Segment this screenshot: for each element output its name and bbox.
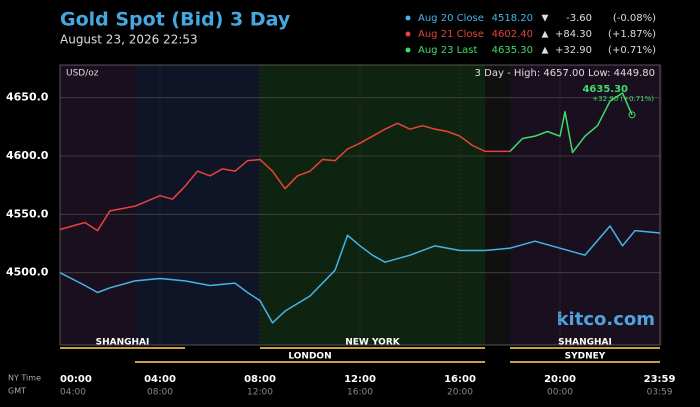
legend-pct: (+0.71%): [608, 45, 656, 56]
last-change: +32.90 (+0.71%): [592, 95, 654, 103]
legend-value: 4635.30: [492, 45, 533, 56]
series-line: [59, 122, 510, 232]
x-tick-label: 20:00: [544, 374, 576, 385]
legend-arrow: ▼: [542, 14, 549, 24]
legend-pct: (+1.87%): [608, 29, 656, 40]
legend-marker: [405, 15, 411, 21]
session-label: NEW YORK: [345, 338, 401, 348]
subtitle: August 23, 2026 22:53: [60, 33, 198, 47]
y-tick-label: 4500.0: [6, 266, 49, 279]
x-tick-label: 04:00: [144, 374, 176, 385]
session-label: SHANGHAI: [558, 338, 612, 348]
legend-name: Aug 23 Last: [418, 45, 478, 56]
range-note: 3 Day - High: 4657.00 Low: 4449.80: [475, 68, 655, 79]
legend-arrow: ▲: [542, 30, 549, 40]
x-tick-label: 08:00: [244, 374, 276, 385]
gmt-tick-label: 16:00: [347, 388, 373, 398]
series-line: [59, 225, 661, 324]
legend-pct: (-0.08%): [613, 13, 656, 24]
legend-value: 4602.40: [492, 29, 533, 40]
x-tick-label: 00:00: [60, 374, 92, 385]
legend-change: +84.30: [555, 29, 592, 40]
gmt-tick-label: 12:00: [247, 388, 273, 398]
legend-name: Aug 20 Close: [418, 13, 484, 24]
last-point: [628, 111, 636, 119]
session-label: SYDNEY: [565, 352, 606, 362]
x-tick-label: 12:00: [344, 374, 376, 385]
x-tick-label: 23:59: [644, 374, 676, 385]
legend-arrow: ▲: [542, 46, 549, 56]
ny-label: NY Time: [8, 374, 41, 383]
x-tick-label: 16:00: [444, 374, 476, 385]
legend-change: -3.60: [566, 13, 592, 24]
gmt-tick-label: 03:59: [647, 388, 673, 398]
y-label: USD/oz: [66, 69, 99, 79]
gmt-tick-label: 00:00: [547, 388, 573, 398]
legend-marker: [405, 31, 411, 37]
watermark: kitco.com: [557, 309, 655, 330]
session-shading: [60, 65, 662, 345]
gmt-tick-label: 08:00: [147, 388, 173, 398]
y-tick-label: 4600.0: [6, 149, 49, 162]
y-tick-label: 4550.0: [6, 207, 49, 220]
plot-frame: [59, 64, 661, 346]
gmt-label: GMT: [8, 387, 26, 396]
session-label: SHANGHAI: [96, 338, 150, 348]
legend-name: Aug 21 Close: [418, 29, 484, 40]
chart-title: Gold Spot (Bid) 3 Day: [60, 9, 291, 31]
y-tick-label: 4650.0: [6, 91, 49, 104]
session-label: LONDON: [288, 352, 331, 362]
gmt-tick-label: 04:00: [60, 388, 86, 398]
legend-change: +32.90: [555, 45, 592, 56]
last-label: 4635.30: [582, 84, 628, 95]
legend-value: 4518.20: [492, 13, 533, 24]
legend-marker: [405, 47, 411, 53]
series-line: [509, 92, 633, 154]
gmt-tick-label: 20:00: [447, 388, 473, 398]
